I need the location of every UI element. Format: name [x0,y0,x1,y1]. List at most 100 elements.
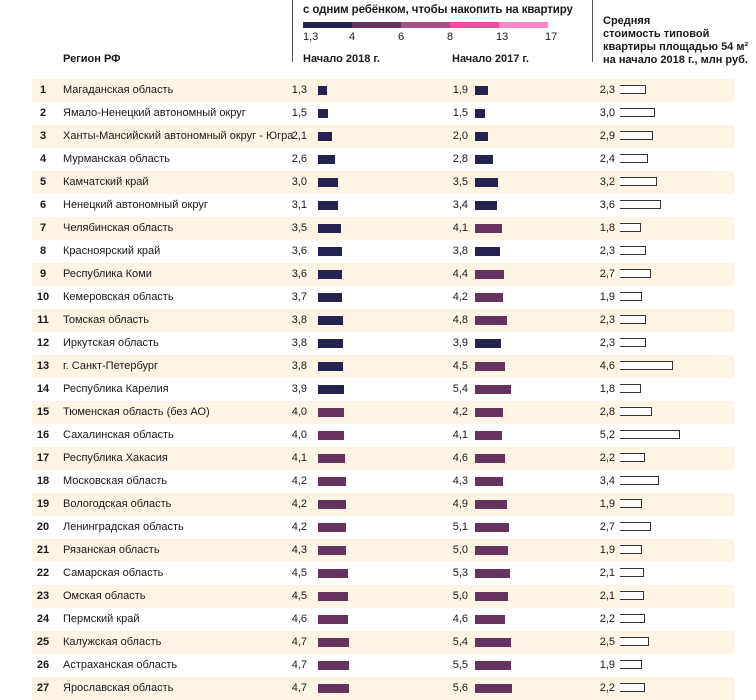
rank-number: 3 [39,130,47,142]
value-2017: 1,9 [452,84,468,96]
region-name: Красноярский край [63,245,161,257]
header-divider-left [292,0,293,62]
table-row: 15 Тюменская область (без АО) 4,0 4,2 2,8 [32,401,734,424]
rank-number: 12 [36,337,50,349]
header-price-line: стоимость типовой [603,28,710,40]
value-2018: 1,5 [291,107,307,119]
value-2017: 1,5 [452,107,468,119]
price-value: 2,3 [599,337,615,349]
table-row: 9 Республика Коми 3,6 4,4 2,7 [32,263,734,286]
rank-number: 25 [36,636,50,648]
region-name: Омская область [63,590,146,602]
bar-2017 [475,293,503,302]
bar-2017 [475,178,498,187]
bar-2017 [475,684,512,693]
price-value: 2,2 [599,452,615,464]
rank-number: 7 [39,222,47,234]
price-value: 2,2 [599,613,615,625]
value-2018: 4,7 [291,682,307,694]
bar-2018 [318,155,335,164]
bar-2017 [475,86,488,95]
price-bar [620,568,644,577]
header-price-line: квартиры площадью 54 м² [603,41,749,53]
value-2017: 4,6 [452,452,468,464]
header-region: Регион РФ [63,53,121,65]
bar-2018 [318,86,327,95]
header-price-line: Средняя [603,15,651,27]
bar-2018 [318,638,349,647]
bar-2017 [475,408,503,417]
price-value: 1,8 [599,222,615,234]
price-bar [620,269,651,278]
price-bar [620,223,641,232]
value-2017: 4,1 [452,222,468,234]
table-row: 3 Ханты-Мансийский автономный округ - Югр… [32,125,734,148]
value-2017: 5,5 [452,659,468,671]
price-bar [620,108,655,117]
bar-2018 [318,500,346,509]
price-value: 1,8 [599,383,615,395]
value-2017: 4,4 [452,268,468,280]
rank-number: 2 [39,107,47,119]
rank-number: 16 [36,429,50,441]
bar-2017 [475,454,505,463]
bar-2018 [318,431,344,440]
price-value: 5,2 [599,429,615,441]
bar-2018 [318,270,342,279]
legend-title: с одним ребёнком, чтобы накопить на квар… [303,4,573,16]
value-2018: 3,6 [291,268,307,280]
table-row: 21 Рязанская область 4,3 5,0 1,9 [32,539,734,562]
rank-number: 10 [36,291,50,303]
legend-tick-label: 8 [447,31,454,43]
region-name: Самарская область [63,567,164,579]
value-2018: 3,1 [291,199,307,211]
bar-2017 [475,385,511,394]
rank-number: 27 [36,682,50,694]
bar-2017 [475,431,502,440]
price-bar [620,614,645,623]
rank-number: 23 [36,590,50,602]
region-name: Иркутская область [63,337,159,349]
price-value: 1,9 [599,291,615,303]
header-2017: Начало 2017 г. [452,53,529,65]
table-row: 17 Республика Хакасия 4,1 4,6 2,2 [32,447,734,470]
legend-segment [499,22,548,28]
value-2018: 4,7 [291,659,307,671]
price-bar [620,522,651,531]
price-bar [620,384,641,393]
bar-2018 [318,615,348,624]
bar-2018 [318,224,341,233]
rank-number: 21 [36,544,50,556]
region-name: Томская область [63,314,149,326]
bar-2017 [475,569,510,578]
price-bar [620,292,642,301]
price-bar [620,177,657,186]
price-value: 2,2 [599,682,615,694]
value-2017: 5,3 [452,567,468,579]
rank-number: 9 [39,268,47,280]
value-2017: 4,1 [452,429,468,441]
price-value: 3,6 [599,199,615,211]
region-name: Тюменская область (без АО) [63,406,210,418]
value-2017: 3,9 [452,337,468,349]
region-name: Республика Хакасия [63,452,168,464]
value-2018: 4,0 [291,429,307,441]
legend-segment [450,22,499,28]
legend-tick-label: 13 [496,31,509,43]
bar-2017 [475,270,504,279]
price-value: 4,6 [599,360,615,372]
bar-2018 [318,362,343,371]
price-bar [620,453,645,462]
rank-number: 26 [36,659,50,671]
table-row: 13 г. Санкт-Петербург 3,8 4,5 4,6 [32,355,734,378]
table-row: 23 Омская область 4,5 5,0 2,1 [32,585,734,608]
bar-2018 [318,201,338,210]
legend-color-scale [303,22,548,28]
bar-2017 [475,592,508,601]
price-bar [620,430,680,439]
header-price-line: на начало 2018 г., млн руб. [603,54,748,66]
region-name: Камчатский край [63,176,149,188]
price-value: 2,1 [599,567,615,579]
bar-2018 [318,569,348,578]
bar-2017 [475,316,507,325]
